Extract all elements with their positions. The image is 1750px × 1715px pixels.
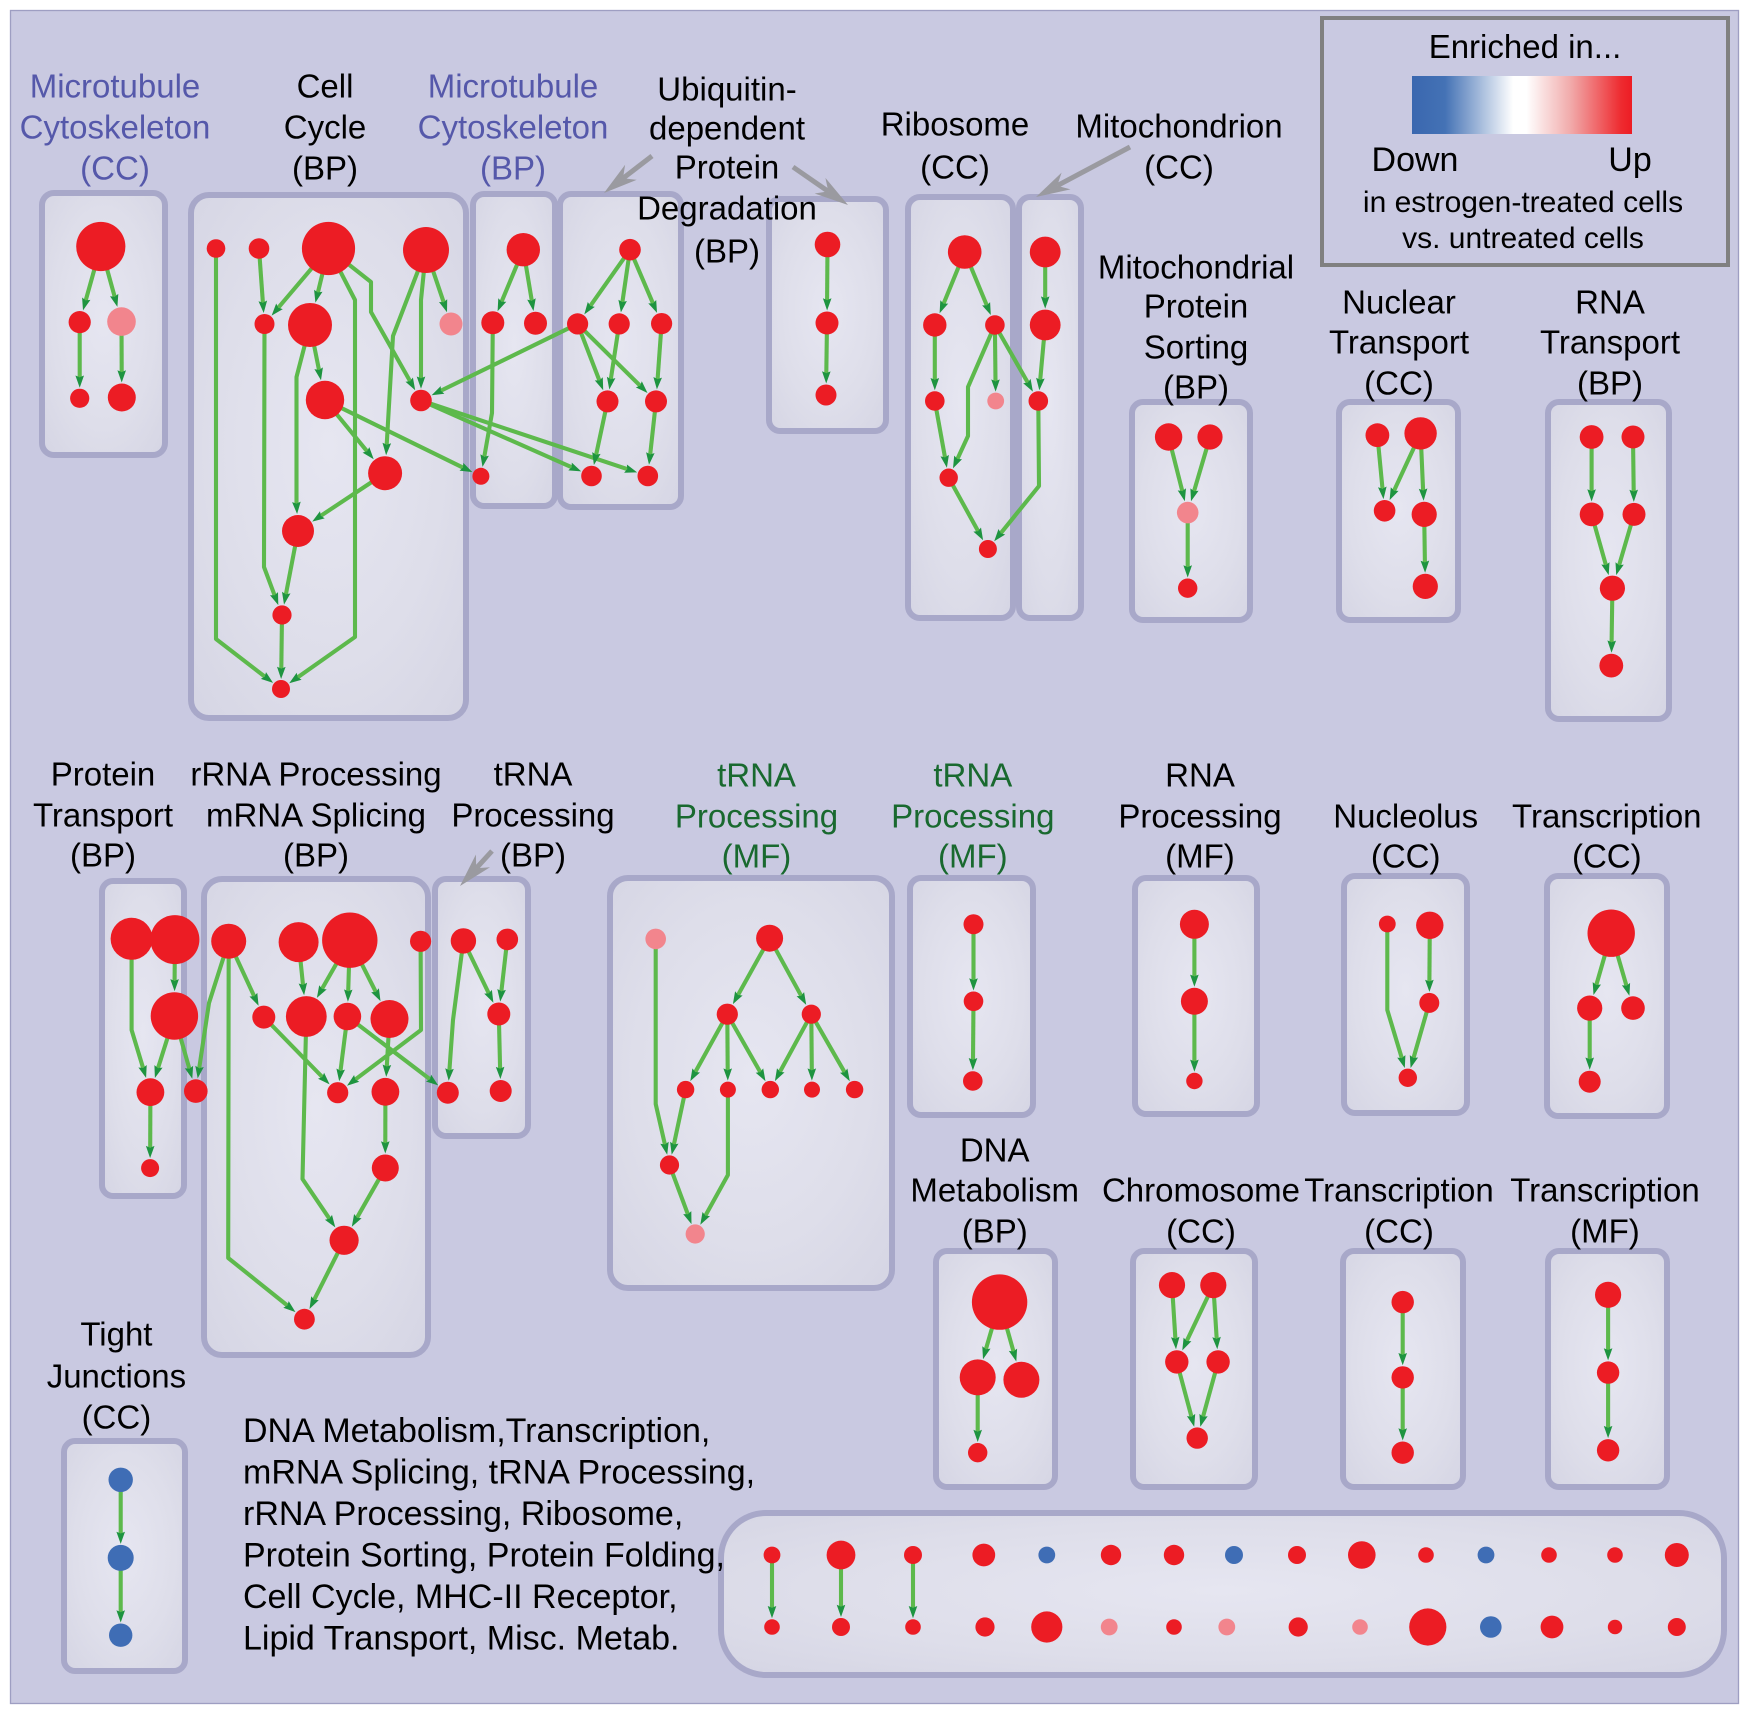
svg-text:(BP): (BP) [694,233,760,270]
svg-text:Cytoskeleton: Cytoskeleton [418,109,609,146]
svg-text:(BP): (BP) [1577,365,1643,402]
svg-text:Cell: Cell [297,68,354,105]
svg-text:(BP): (BP) [962,1213,1028,1250]
svg-text:(CC): (CC) [1371,838,1441,875]
svg-text:Metabolism: Metabolism [910,1172,1079,1209]
svg-text:(BP): (BP) [1163,369,1229,406]
svg-text:(CC): (CC) [82,1399,152,1436]
svg-text:Mitochondrial: Mitochondrial [1098,249,1294,286]
svg-text:(BP): (BP) [500,837,566,874]
svg-text:(BP): (BP) [283,837,349,874]
svg-text:Sorting: Sorting [1144,329,1249,366]
svg-text:(CC): (CC) [920,149,990,186]
svg-text:(BP): (BP) [70,837,136,874]
svg-text:Transport: Transport [1540,324,1680,361]
svg-text:(BP): (BP) [480,150,546,187]
svg-text:Cycle: Cycle [284,109,367,146]
svg-text:Ribosome: Ribosome [881,106,1030,143]
svg-text:Cytoskeleton: Cytoskeleton [20,109,211,146]
svg-text:Processing: Processing [891,798,1054,835]
svg-text:Lipid Transport, Misc. Metab.: Lipid Transport, Misc. Metab. [243,1620,680,1658]
svg-text:dependent: dependent [649,110,805,147]
svg-text:Degradation: Degradation [637,190,817,227]
svg-text:Mitochondrion: Mitochondrion [1075,108,1282,145]
svg-text:(CC): (CC) [1572,838,1642,875]
svg-text:rRNA Processing, Ribosome,: rRNA Processing, Ribosome, [243,1495,683,1533]
svg-text:Enriched in...: Enriched in... [1429,28,1622,65]
svg-text:Ubiquitin-: Ubiquitin- [657,71,796,108]
svg-text:Processing: Processing [675,798,838,835]
svg-text:Transcription: Transcription [1510,1172,1700,1209]
svg-text:Protein: Protein [1144,288,1249,325]
svg-text:(MF): (MF) [1165,838,1235,875]
svg-text:Down: Down [1372,141,1459,179]
svg-text:Processing: Processing [451,797,614,834]
svg-text:rRNA Processing: rRNA Processing [190,756,441,793]
svg-text:Junctions: Junctions [47,1358,186,1395]
svg-text:(CC): (CC) [80,150,150,187]
svg-text:tRNA: tRNA [933,757,1012,794]
svg-text:(CC): (CC) [1364,365,1434,402]
svg-text:DNA: DNA [960,1132,1030,1169]
svg-text:RNA: RNA [1575,284,1645,321]
svg-text:Transport: Transport [33,797,173,834]
svg-text:tRNA: tRNA [717,757,796,794]
svg-text:(CC): (CC) [1144,149,1214,186]
svg-text:mRNA Splicing: mRNA Splicing [206,797,426,834]
svg-text:Tight: Tight [80,1316,152,1353]
svg-text:Chromosome: Chromosome [1102,1172,1300,1209]
svg-text:Microtubule: Microtubule [30,68,201,105]
svg-text:(CC): (CC) [1364,1213,1434,1250]
svg-text:Processing: Processing [1118,798,1281,835]
svg-text:(MF): (MF) [722,838,792,875]
svg-text:Transcription: Transcription [1304,1172,1494,1209]
svg-text:Cell Cycle, MHC-II Receptor,: Cell Cycle, MHC-II Receptor, [243,1578,678,1616]
svg-text:(BP): (BP) [292,150,358,187]
svg-text:Nuclear: Nuclear [1342,284,1456,321]
svg-text:DNA Metabolism,Transcription,: DNA Metabolism,Transcription, [243,1412,710,1450]
svg-text:Microtubule: Microtubule [428,68,599,105]
svg-text:RNA: RNA [1165,757,1235,794]
svg-text:(CC): (CC) [1166,1213,1236,1250]
svg-text:tRNA: tRNA [494,756,573,793]
svg-text:Protein: Protein [51,756,156,793]
svg-text:Transcription: Transcription [1512,798,1702,835]
svg-text:Up: Up [1608,141,1651,179]
svg-text:vs. untreated cells: vs. untreated cells [1402,222,1644,255]
svg-text:Protein: Protein [675,149,780,186]
svg-text:(MF): (MF) [938,838,1008,875]
svg-text:Protein Sorting, Protein Foldi: Protein Sorting, Protein Folding, [243,1537,725,1575]
svg-text:Nucleolus: Nucleolus [1333,798,1478,835]
svg-text:mRNA Splicing, tRNA Processing: mRNA Splicing, tRNA Processing, [243,1454,755,1492]
svg-text:(MF): (MF) [1570,1213,1640,1250]
svg-text:Transport: Transport [1329,324,1469,361]
svg-text:in estrogen-treated cells: in estrogen-treated cells [1363,186,1683,219]
